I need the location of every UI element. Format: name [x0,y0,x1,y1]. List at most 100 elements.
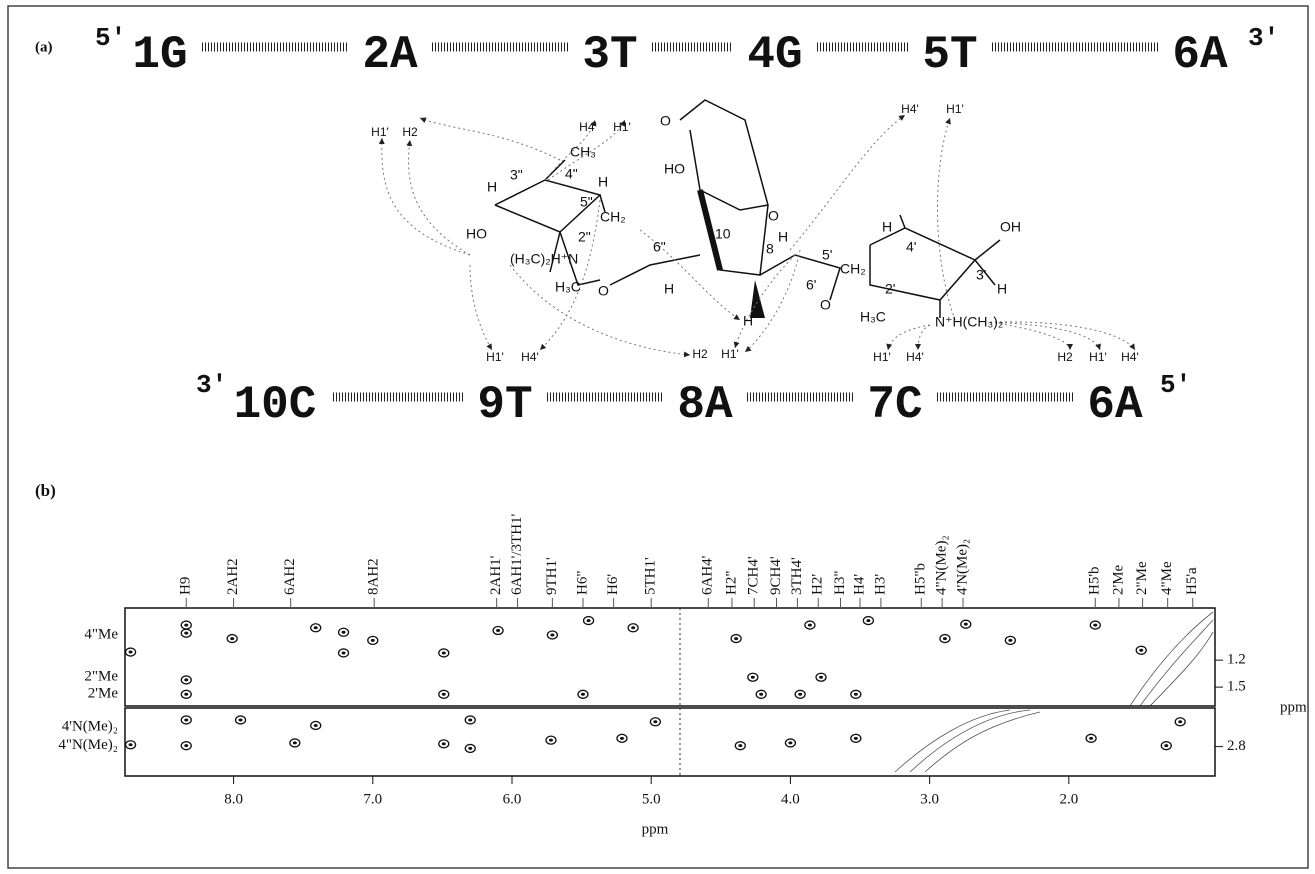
atom-label: 10 [715,226,731,242]
x-tick-label: 3.0 [920,791,939,807]
base: 6A [1172,29,1228,81]
peak-contour [549,739,553,742]
peak-contour [129,651,133,654]
assignment-label: 2AH1' [488,555,504,595]
atom-label: N⁺H(CH₃)₂ [935,314,1003,330]
proton-label: H4' [521,350,539,364]
figure-border [8,6,1308,868]
atom-label: 3' [976,267,986,283]
row-label: 2'Me [88,686,119,702]
assignment-label: H3" [832,571,848,595]
atom-label: H₃C [555,279,581,295]
peak-contour [631,626,635,629]
peak-contour [581,693,585,696]
peak-contour [798,693,802,696]
proton-label: H2 [692,347,708,361]
proton-label: H1' [946,102,964,116]
panel-label: (b) [35,481,56,500]
atom-label: H [778,229,788,245]
assignment-label: 8AH2 [366,558,382,595]
proton-label: H4' [906,350,924,364]
assignment-label: 2AH2 [225,558,241,595]
atom-label: O [768,208,779,224]
assignment-label: H5"b [913,563,929,595]
peak-contour [371,639,375,642]
noe-arrows [382,115,1135,355]
row-label: 4"N(Me)₂ [58,737,118,753]
spectrum-panel [125,608,1215,706]
atom-label: 8 [766,241,774,257]
atom-label: (H₃C)₂H⁺N [510,251,578,267]
assignment-label: H9 [178,577,194,595]
atom-label: CH₂ [600,209,626,225]
figure: (a) (b) 1G2A3T4G5T6A5′3′10C9T8A7C6A3′5′H… [0,0,1315,874]
peak-contour [314,724,318,727]
atom-label: 5' [822,247,832,263]
peak-contour [1093,624,1097,627]
proton-label: H1' [1089,350,1107,364]
x-tick-label: 8.0 [224,791,243,807]
peak-contour [184,678,188,681]
atom-label: H [882,219,892,235]
peak-contour [184,744,188,747]
proton-label: H1' [721,347,739,361]
base: 10C [234,379,317,431]
peak-contour [653,720,657,723]
peak-contour [468,747,472,750]
spectrum-panel [125,708,1215,776]
atom-label: 4' [906,239,916,255]
assignment-label: 5TH1' [643,557,659,595]
assignment-label: 7CH4' [746,556,762,595]
atom-label: H [598,174,608,190]
peak-contour [496,629,500,632]
peak-contour [1008,639,1012,642]
peak-contour [854,693,858,696]
peak-contour [314,626,318,629]
peak-contour [808,624,812,627]
peak-contour [620,737,624,740]
peak-contour [788,741,792,744]
peak-contour [943,637,947,640]
proton-label: H4' [1121,350,1139,364]
assignment-label: 2"Me [1134,561,1150,595]
assignment-label: H5'b [1087,566,1103,595]
peak-contour [184,624,188,627]
peak-contour [964,623,968,626]
x-tick-label: 5.0 [642,791,661,807]
x-tick-label: 7.0 [363,791,382,807]
atom-label: O [820,297,831,313]
peak-contour [550,633,554,636]
peak-contour [184,632,188,635]
peak-contour [239,718,243,721]
peak-contour [1089,737,1093,740]
panel-label: (a) [35,39,53,55]
atom-label: H [743,313,753,329]
atom-label: O [660,113,671,129]
assignment-label: 6AH4' [700,555,716,595]
assignment-label: 2'Me [1110,564,1126,595]
peak-contour [342,631,346,634]
assignment-label: H2' [810,574,826,595]
y-tick-label: 1.5 [1227,679,1246,695]
atom-label: H [664,281,674,297]
atom-label: H [997,281,1007,297]
row-label: 4'N(Me)₂ [62,719,118,735]
peak-contour [468,718,472,721]
peak-contour [1139,649,1143,652]
base: 7C [867,379,922,431]
assignment-label: 6AH1'/3TH1' [509,513,525,595]
atom-label: 2" [578,229,591,245]
atom-label: HO [466,226,487,242]
atom-label: 3" [510,167,523,183]
peak-contour [738,744,742,747]
peak-contour [230,637,234,640]
assignment-label: H2" [723,571,739,595]
proton-label: H1' [371,125,389,139]
atom-label: OH [1000,219,1021,235]
five-prime: 5′ [1160,370,1191,400]
atom-label: HO [664,161,685,177]
assignment-label: 9TH1' [544,557,560,595]
proton-label: H1' [613,120,631,134]
y-axis-label: ppm [1280,699,1307,715]
peak-contour [184,693,188,696]
